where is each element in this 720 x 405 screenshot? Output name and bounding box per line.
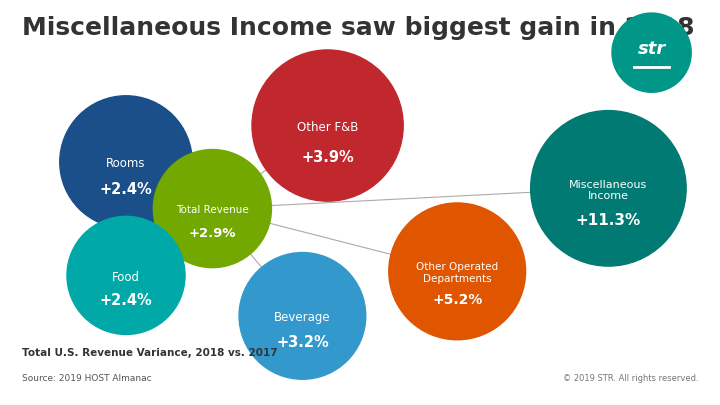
Ellipse shape <box>531 111 686 266</box>
Ellipse shape <box>67 216 185 335</box>
Text: +2.9%: +2.9% <box>189 227 236 240</box>
Ellipse shape <box>60 96 192 228</box>
Text: +11.3%: +11.3% <box>576 213 641 228</box>
Text: +3.9%: +3.9% <box>301 150 354 165</box>
Text: Miscellaneous
Income: Miscellaneous Income <box>570 180 647 201</box>
Text: +5.2%: +5.2% <box>432 293 482 307</box>
Ellipse shape <box>153 149 271 268</box>
Text: Other F&B: Other F&B <box>297 121 359 134</box>
Ellipse shape <box>252 50 403 201</box>
Text: +3.2%: +3.2% <box>276 335 329 350</box>
Ellipse shape <box>389 203 526 340</box>
Text: +2.4%: +2.4% <box>99 293 153 308</box>
Text: Total Revenue: Total Revenue <box>176 205 249 215</box>
Text: Source: 2019 HOST Almanac: Source: 2019 HOST Almanac <box>22 374 151 383</box>
Text: Other Operated
Departments: Other Operated Departments <box>416 262 498 284</box>
Text: +2.4%: +2.4% <box>99 182 153 197</box>
Text: Miscellaneous Income saw biggest gain in 2018: Miscellaneous Income saw biggest gain in… <box>22 16 694 40</box>
Text: Beverage: Beverage <box>274 311 330 324</box>
Ellipse shape <box>612 13 691 92</box>
Text: Total U.S. Revenue Variance, 2018 vs. 2017: Total U.S. Revenue Variance, 2018 vs. 20… <box>22 348 277 358</box>
Text: Food: Food <box>112 271 140 284</box>
Text: © 2019 STR. All rights reserved.: © 2019 STR. All rights reserved. <box>563 374 698 383</box>
Text: Rooms: Rooms <box>107 158 145 171</box>
Ellipse shape <box>239 253 366 379</box>
Text: str: str <box>637 40 666 58</box>
